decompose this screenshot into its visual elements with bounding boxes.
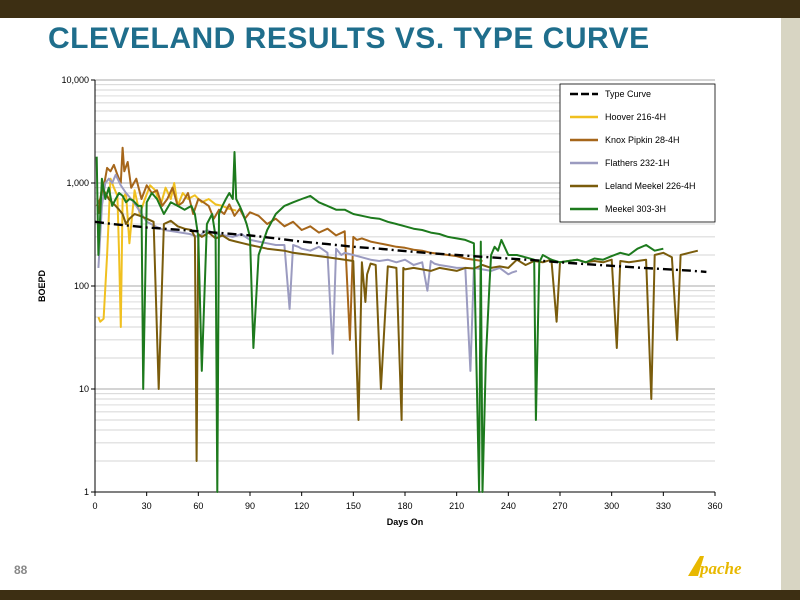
x-tick-label: 270 — [552, 501, 567, 511]
legend-label: Knox Pipkin 28-4H — [605, 135, 680, 145]
legend-label: Type Curve — [605, 89, 651, 99]
x-tick-label: 210 — [449, 501, 464, 511]
legend-box — [559, 83, 716, 223]
legend-label: Hoover 216-4H — [605, 112, 666, 122]
x-tick-label: 240 — [501, 501, 516, 511]
x-tick-label: 330 — [656, 501, 671, 511]
x-tick-label: 90 — [245, 501, 255, 511]
x-tick-label: 150 — [346, 501, 361, 511]
y-tick-label: 1 — [84, 487, 89, 497]
x-tick-label: 360 — [707, 501, 722, 511]
legend-label: Meekel 303-3H — [605, 204, 666, 214]
series-line — [97, 186, 699, 462]
apache-logo: pache — [688, 556, 742, 578]
x-tick-label: 300 — [604, 501, 619, 511]
y-axis-label: BOEPD — [37, 270, 47, 303]
top-bar — [0, 0, 800, 18]
y-tick-label: 1,000 — [66, 178, 89, 188]
page-number: 88 — [14, 563, 28, 577]
bottom-bar — [0, 590, 800, 600]
legend-label: Flathers 232-1H — [605, 158, 670, 168]
x-tick-label: 0 — [92, 501, 97, 511]
series-line — [95, 151, 664, 493]
x-tick-label: 60 — [193, 501, 203, 511]
x-tick-label: 180 — [397, 501, 412, 511]
series-line — [95, 146, 483, 341]
y-tick-label: 100 — [74, 281, 89, 291]
x-tick-label: 30 — [142, 501, 152, 511]
y-tick-label: 10,000 — [61, 75, 89, 85]
svg-text:pache: pache — [698, 559, 742, 578]
legend-label: Leland Meekel 226-4H — [605, 181, 696, 191]
slide-title: CLEVELAND RESULTS VS. TYPE CURVE — [48, 22, 650, 55]
y-tick-label: 10 — [79, 384, 89, 394]
series-line — [94, 220, 707, 274]
right-bar — [781, 18, 800, 590]
x-axis-label: Days On — [387, 517, 424, 527]
x-tick-label: 120 — [294, 501, 309, 511]
